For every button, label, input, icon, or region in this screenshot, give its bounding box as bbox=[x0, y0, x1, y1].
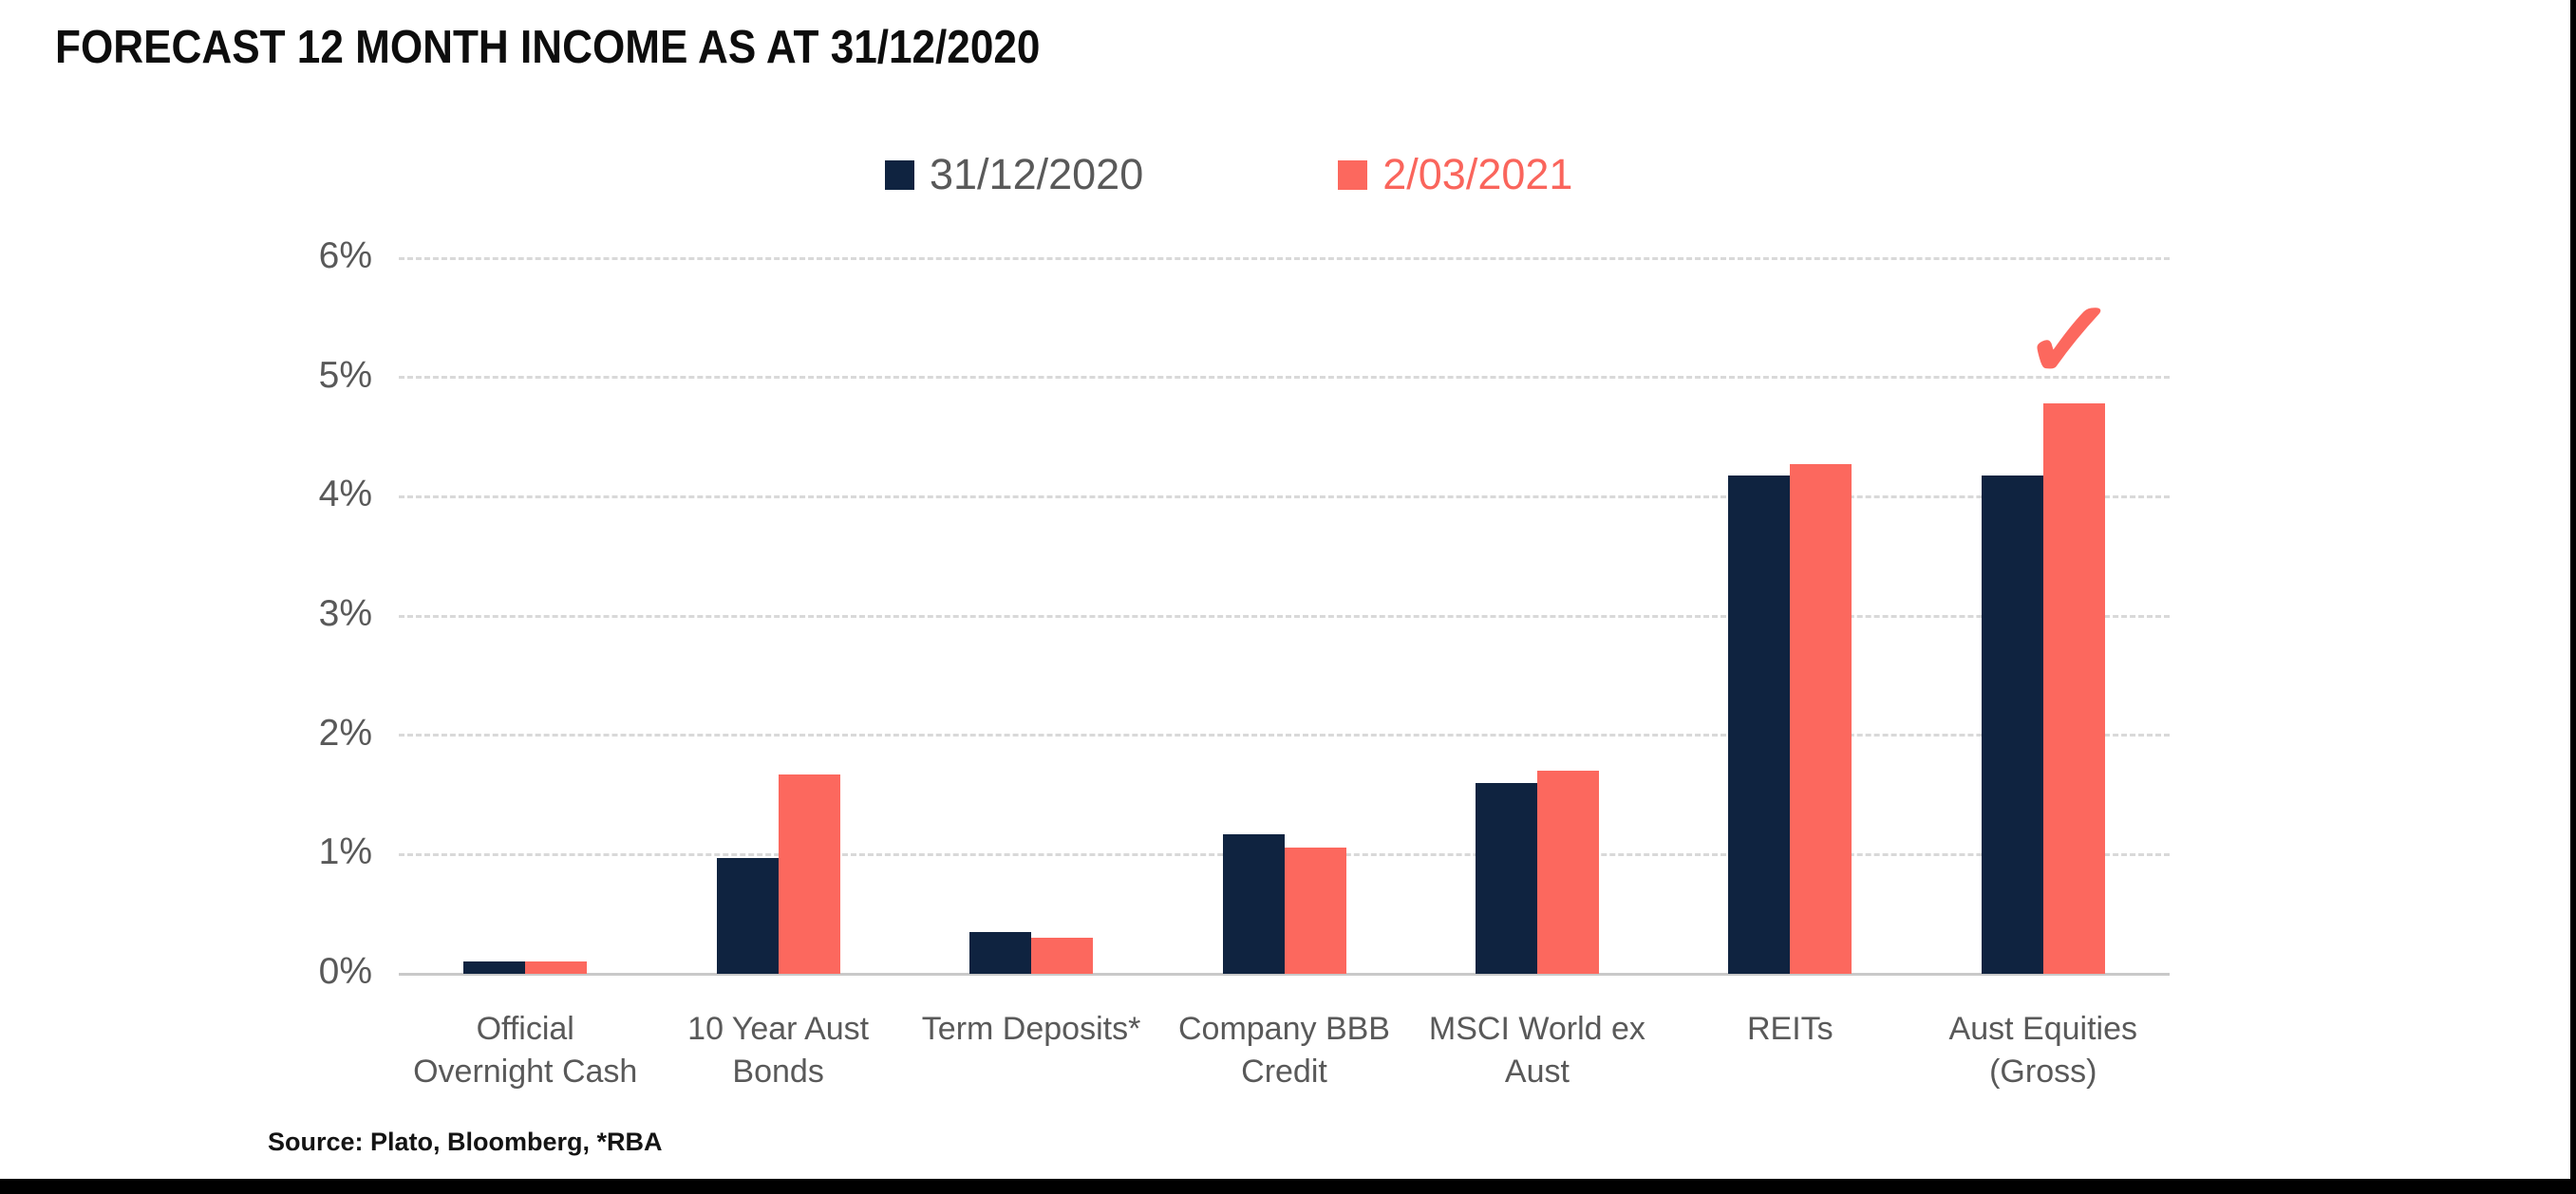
y-tick-4%: 4% bbox=[318, 474, 372, 515]
bar bbox=[525, 961, 588, 974]
bar bbox=[969, 932, 1032, 974]
bar bbox=[1031, 938, 1094, 974]
x-category-label: Official Overnight Cash bbox=[413, 1011, 638, 1090]
gridline-5% bbox=[399, 376, 2170, 380]
legend: 31/12/2020 2/03/2021 bbox=[885, 150, 1572, 199]
gridline-2% bbox=[399, 734, 2170, 737]
legend-swatch-coral bbox=[1338, 159, 1368, 190]
bar bbox=[716, 858, 779, 974]
x-category-label: Company BBB Credit bbox=[1177, 1011, 1390, 1090]
bar bbox=[1728, 475, 1791, 974]
bar bbox=[778, 774, 840, 974]
legend-item-31-12-2020: 31/12/2020 bbox=[885, 150, 1143, 199]
y-tick-3%: 3% bbox=[318, 593, 372, 634]
x-axis-line bbox=[399, 972, 2170, 976]
bar bbox=[1981, 475, 2043, 974]
gridline-6% bbox=[399, 256, 2170, 260]
y-tick-1%: 1% bbox=[318, 831, 372, 873]
x-category-label: Term Deposits* bbox=[921, 1011, 1141, 1047]
bar bbox=[1790, 464, 1852, 974]
legend-swatch-navy bbox=[885, 159, 914, 190]
frame-bottom-bar bbox=[0, 1179, 2576, 1194]
bar bbox=[1284, 847, 1346, 974]
legend-label-2-03-2021: 2/03/2021 bbox=[1382, 150, 1573, 198]
x-category-label: 10 Year Aust Bonds bbox=[687, 1011, 870, 1090]
chart-title: FORECAST 12 MONTH INCOME AS AT 31/12/202… bbox=[55, 22, 1041, 73]
legend-label-31-12-2020: 31/12/2020 bbox=[930, 150, 1144, 198]
y-tick-6%: 6% bbox=[318, 235, 372, 276]
y-tick-0%: 0% bbox=[318, 951, 372, 992]
gridline-3% bbox=[399, 614, 2170, 618]
source-note: Source: Plato, Bloomberg, *RBA bbox=[268, 1128, 663, 1156]
bar bbox=[1536, 771, 1599, 974]
y-tick-2%: 2% bbox=[318, 712, 372, 754]
y-tick-5%: 5% bbox=[318, 354, 372, 396]
bar bbox=[463, 961, 526, 974]
gridline-4% bbox=[399, 494, 2170, 498]
bar bbox=[1222, 833, 1285, 974]
checkmark-annotation-icon: ✓ bbox=[2019, 275, 2120, 406]
x-category-label: Aust Equities (Gross) bbox=[1948, 1011, 2137, 1090]
legend-item-2-03-2021: 2/03/2021 bbox=[1338, 150, 1572, 199]
bar bbox=[2042, 403, 2105, 974]
x-category-label: REITs bbox=[1747, 1011, 1833, 1047]
x-category-label: MSCI World ex Aust bbox=[1428, 1011, 1645, 1090]
frame-right-bar bbox=[2570, 0, 2576, 1194]
bar bbox=[1475, 782, 1537, 974]
